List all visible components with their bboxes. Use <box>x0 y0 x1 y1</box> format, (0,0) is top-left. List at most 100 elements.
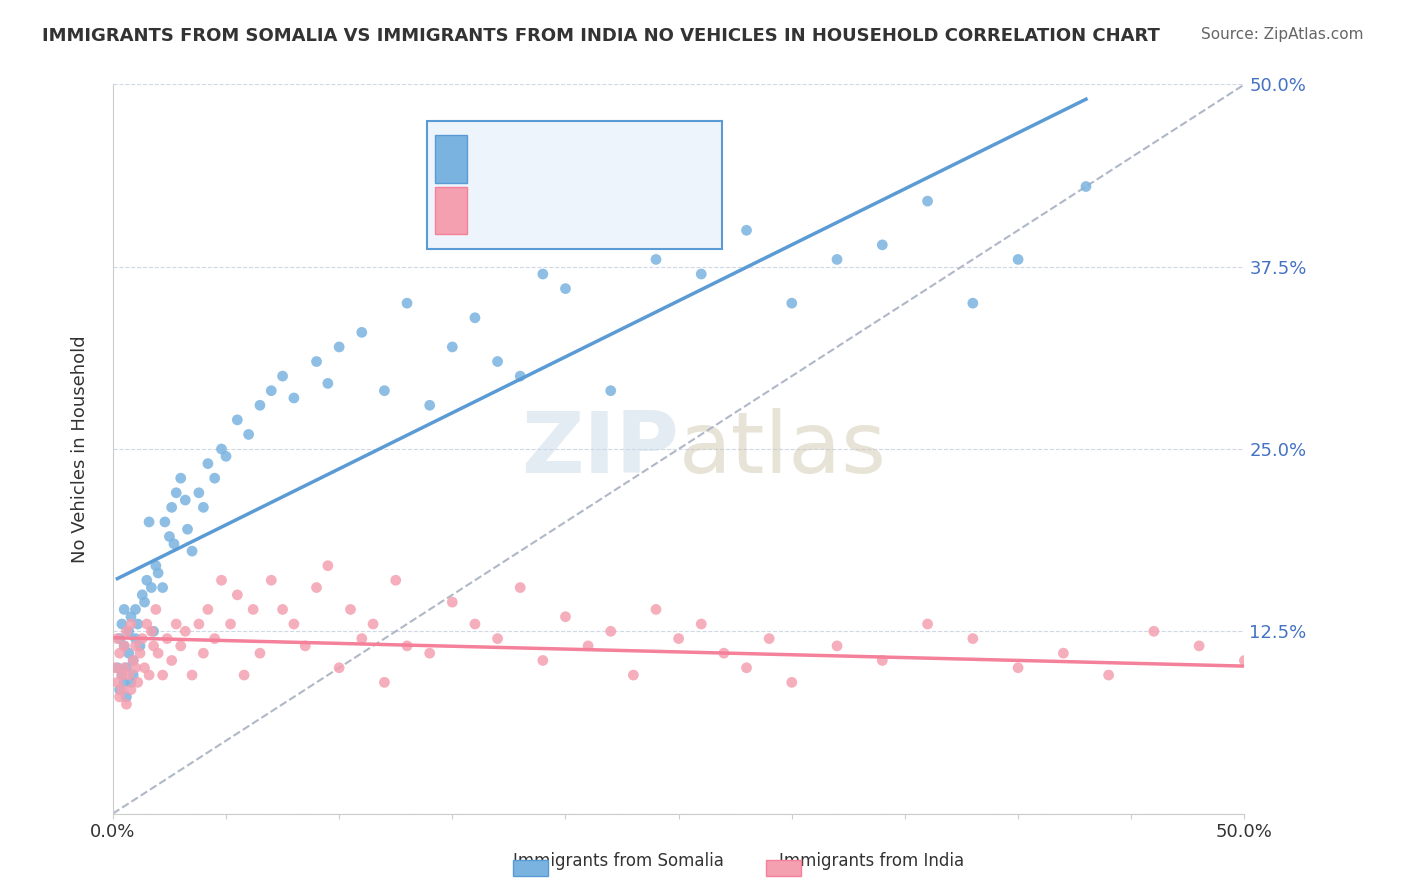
Point <box>1278 675 1301 690</box>
Point <box>599 384 621 398</box>
Point <box>872 238 894 252</box>
Point <box>174 624 197 639</box>
Point <box>316 558 339 573</box>
Point <box>283 617 305 632</box>
Point <box>294 639 316 653</box>
Point <box>1007 661 1029 675</box>
FancyBboxPatch shape <box>427 121 721 249</box>
Point <box>1143 624 1166 639</box>
Point <box>170 471 193 485</box>
Point <box>193 646 215 660</box>
Point <box>226 588 249 602</box>
Point <box>373 675 395 690</box>
Point <box>111 617 134 632</box>
Point <box>112 661 135 675</box>
Point <box>111 682 134 697</box>
Point <box>112 639 135 653</box>
Point <box>131 632 153 646</box>
Point <box>118 646 141 660</box>
Point <box>134 595 156 609</box>
Point <box>160 500 183 515</box>
Point <box>112 675 135 690</box>
Point <box>283 391 305 405</box>
Point <box>163 537 186 551</box>
Point <box>124 661 146 675</box>
Point <box>120 617 142 632</box>
Point <box>152 668 174 682</box>
Point <box>1007 252 1029 267</box>
Point <box>464 617 486 632</box>
Point <box>531 267 554 281</box>
Point <box>111 668 134 682</box>
Text: IMMIGRANTS FROM SOMALIA VS IMMIGRANTS FROM INDIA NO VEHICLES IN HOUSEHOLD CORREL: IMMIGRANTS FROM SOMALIA VS IMMIGRANTS FR… <box>42 27 1160 45</box>
Text: R = 0.475   N = 74: R = 0.475 N = 74 <box>475 141 661 160</box>
Point <box>486 632 509 646</box>
Point <box>260 574 283 588</box>
Point <box>131 588 153 602</box>
Point <box>120 675 142 690</box>
Point <box>1369 661 1392 675</box>
Point <box>780 296 803 310</box>
Point <box>141 624 163 639</box>
Point <box>160 653 183 667</box>
Point <box>645 602 668 616</box>
Point <box>152 581 174 595</box>
Point <box>138 668 160 682</box>
Point <box>142 624 165 639</box>
Point <box>735 223 758 237</box>
FancyBboxPatch shape <box>436 136 467 183</box>
Point <box>1323 646 1346 660</box>
Point <box>621 668 644 682</box>
Point <box>146 646 169 660</box>
Point <box>668 632 690 646</box>
Point <box>129 639 152 653</box>
Point <box>204 632 226 646</box>
Point <box>115 661 138 675</box>
Point <box>141 581 163 595</box>
Point <box>1097 668 1119 682</box>
Point <box>645 252 668 267</box>
Point <box>187 617 209 632</box>
Point <box>758 632 780 646</box>
Point <box>249 646 271 660</box>
Point <box>690 267 713 281</box>
Point <box>233 668 256 682</box>
Text: Immigrants from Somalia: Immigrants from Somalia <box>513 852 724 870</box>
Point <box>124 639 146 653</box>
Point <box>962 296 984 310</box>
Point <box>118 624 141 639</box>
Point <box>780 675 803 690</box>
Point <box>486 354 509 368</box>
Point <box>872 653 894 667</box>
Point <box>122 653 145 667</box>
Point <box>118 668 141 682</box>
Point <box>124 632 146 646</box>
Text: Source: ZipAtlas.com: Source: ZipAtlas.com <box>1201 27 1364 42</box>
Point <box>174 493 197 508</box>
Point <box>112 602 135 616</box>
Point <box>917 617 939 632</box>
Point <box>111 668 134 682</box>
Point <box>145 558 167 573</box>
Text: Immigrants from India: Immigrants from India <box>779 852 965 870</box>
Point <box>713 646 735 660</box>
Point <box>127 675 149 690</box>
Point <box>122 653 145 667</box>
Point <box>599 624 621 639</box>
Point <box>396 639 419 653</box>
Point <box>115 690 138 704</box>
Point <box>441 595 464 609</box>
Point <box>373 384 395 398</box>
Text: atlas: atlas <box>679 408 887 491</box>
Point <box>339 602 361 616</box>
Point <box>1233 653 1256 667</box>
Point <box>127 617 149 632</box>
Point <box>211 574 233 588</box>
Point <box>146 566 169 580</box>
Point <box>165 617 187 632</box>
Point <box>135 574 157 588</box>
Point <box>215 450 238 464</box>
Point <box>122 668 145 682</box>
Point <box>159 529 181 543</box>
Point <box>305 354 328 368</box>
